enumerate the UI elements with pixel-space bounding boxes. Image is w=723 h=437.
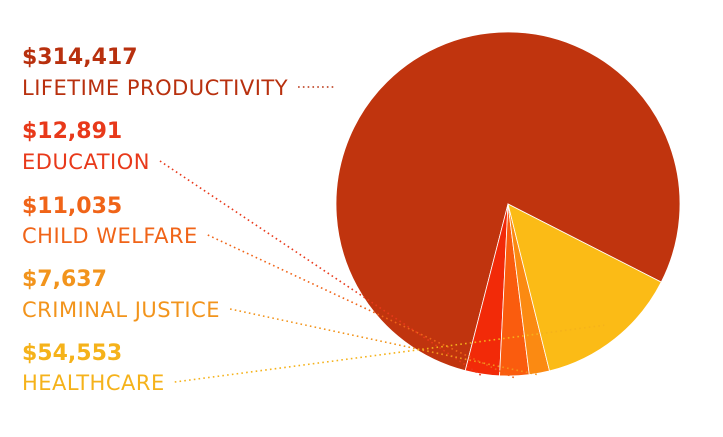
pie-slices xyxy=(335,31,681,377)
slice-amount-lifetime-productivity: $314,417 xyxy=(22,45,138,70)
slice-amount-criminal-justice: $7,637 xyxy=(22,267,107,292)
leader-line-education xyxy=(159,160,483,377)
slice-amount-healthcare: $54,553 xyxy=(22,341,122,366)
slice-label-criminal-justice: CRIMINAL JUSTICE xyxy=(22,298,220,322)
pie-slice-healthcare xyxy=(507,203,662,372)
slice-amount-child-welfare: $11,035 xyxy=(22,194,122,219)
slice-label-child-welfare: CHILD WELFARE xyxy=(22,224,198,248)
leader-lines xyxy=(159,86,605,383)
leader-line-healthcare xyxy=(174,324,605,383)
pie-slice-lifetime-productivity xyxy=(335,31,681,372)
slice-label-education: EDUCATION xyxy=(22,150,150,174)
slice-amount-education: $12,891 xyxy=(22,119,122,144)
leader-line-child-welfare xyxy=(207,234,515,379)
slice-label-lifetime-productivity: LIFETIME PRODUCTIVITY xyxy=(22,76,288,100)
slice-labels: $314,417 LIFETIME PRODUCTIVITY $12,891 EDUC… xyxy=(22,45,288,395)
slice-label-healthcare: HEALTHCARE xyxy=(22,371,165,395)
